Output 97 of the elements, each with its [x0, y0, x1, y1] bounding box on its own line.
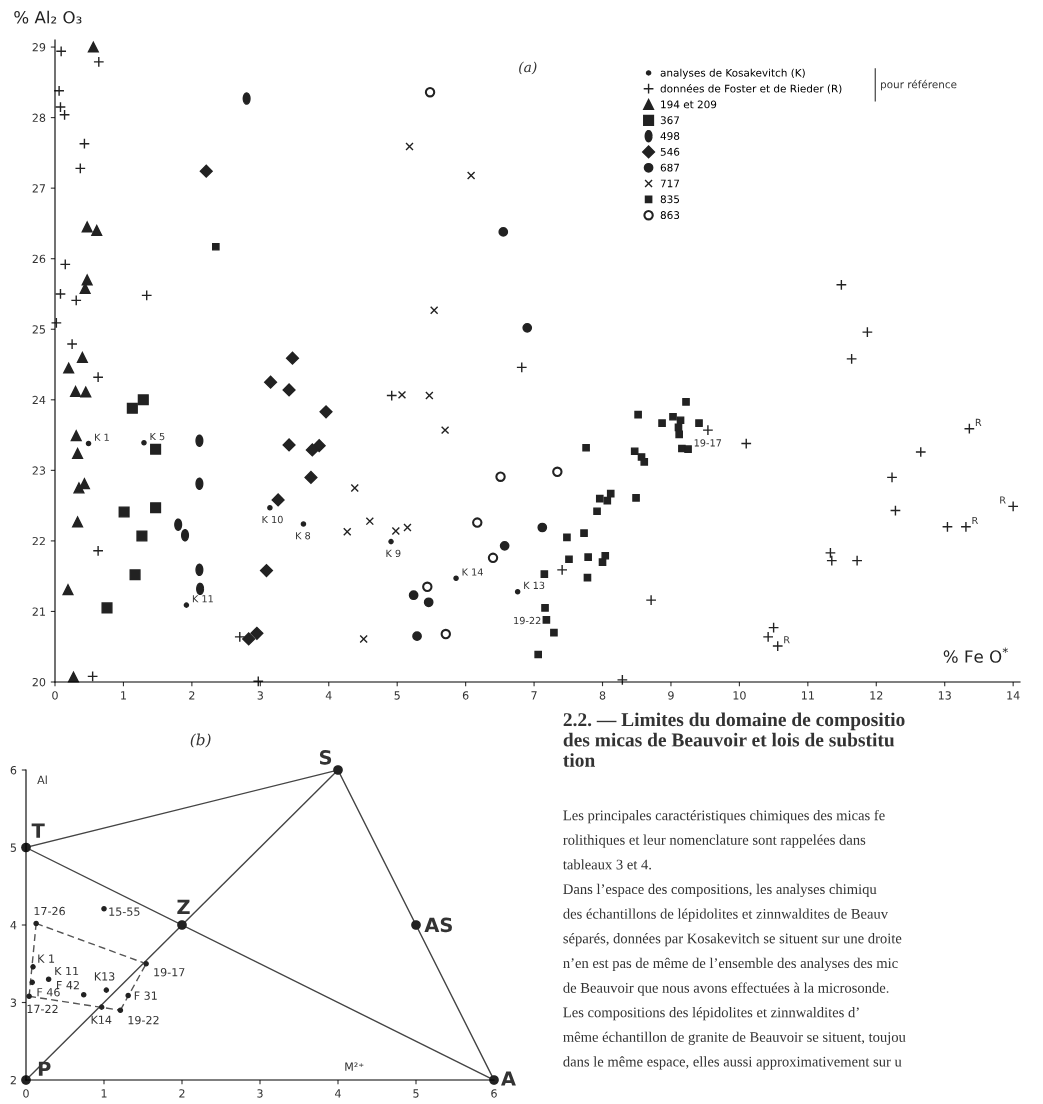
legend-label: 687 [660, 163, 680, 172]
y-axis-title: % Al₂ O₃ [14, 10, 82, 24]
annotation: K 5 [150, 432, 165, 441]
x-tick-label: 11 [801, 691, 814, 700]
x-tick-label: 10 [733, 691, 746, 700]
text: séparés, données par Kosakevitch se situent sur une droite [563, 933, 902, 947]
annotation: AS [424, 917, 452, 933]
annotation: 19-22 [514, 616, 541, 625]
text: n’en est pas de même de l’ensemble des analyses des mic [563, 957, 898, 972]
annotation: K 13 [524, 581, 545, 590]
annotation: F 46 [37, 987, 60, 997]
legend-label: 863 [660, 211, 680, 219]
annotation: K14 [91, 1015, 112, 1024]
annotation: 19-22 [128, 1015, 159, 1025]
y-tick-label: 26 [32, 254, 46, 264]
x-tick-label: 5 [394, 691, 400, 700]
legend-label: analyses de Kosakevitch (K) [660, 68, 805, 79]
annotation: R [972, 516, 978, 525]
x-axis-title: % Fe O$^{*}$ [943, 647, 1008, 663]
annotation: R [975, 418, 982, 426]
legend-label: données de Foster et de Rieder (R) [660, 84, 842, 94]
y-tick-label: 4 [10, 921, 17, 930]
x-tick-label: 3 [257, 691, 263, 700]
y-tick-label: 28 [32, 113, 46, 122]
annotation: K 9 [386, 549, 401, 558]
y-tick-label: 29 [32, 43, 46, 52]
y-tick-label: 5 [10, 843, 16, 852]
annotation: K 1 [38, 954, 55, 963]
x-tick-label: 4 [325, 691, 332, 700]
x-tick-label: 4 [335, 1089, 341, 1098]
text: Les principales caractéristiques chimiques des micas fe [563, 809, 885, 824]
annotation: K13 [94, 972, 115, 981]
annotation: T [31, 823, 45, 838]
annotation: K 14 [462, 568, 483, 576]
annotation: 17-26 [34, 906, 65, 916]
y-tick-label: 24 [32, 395, 46, 405]
y-tick-label: 3 [10, 998, 17, 1007]
annotation: 19-17 [154, 968, 185, 977]
y-tick-label: 23 [32, 466, 46, 475]
annotation: 15-55 [109, 907, 140, 916]
y-tick-label: 27 [32, 184, 46, 193]
legend-label: 194 et 209 [661, 100, 717, 109]
annotation: A [501, 1071, 516, 1086]
x-tick-label: 6 [462, 691, 469, 700]
x-tick-label: 0 [23, 1089, 29, 1098]
x-tick-label: 7 [531, 691, 537, 700]
text: tableaux 3 et 4. [563, 859, 651, 870]
annotation: 17-22 [27, 1004, 58, 1013]
x-tick-label: 14 [1007, 691, 1020, 700]
annotation: K 8 [296, 532, 311, 540]
y-tick-label: 25 [32, 325, 45, 334]
y-axis-title: Al [37, 775, 47, 784]
x-tick-label: 3 [257, 1089, 263, 1098]
x-tick-label: 9 [668, 691, 674, 700]
annotation: P [38, 1061, 51, 1076]
y-tick-label: 21 [32, 607, 45, 616]
annotation: R [1000, 496, 1006, 504]
legend-label: 498 [660, 132, 680, 140]
annotation: F 31 [134, 991, 157, 1000]
legend-label: 835 [660, 195, 680, 204]
annotation: K 10 [262, 515, 283, 524]
y-tick-label: 6 [10, 765, 17, 775]
x-tick-label: 2 [189, 691, 195, 700]
text: Dans l’espace des compositions, les analyses chimiqu [563, 883, 877, 898]
text: des échantillons de lépidolites et zinnwaldites de Beauv [563, 908, 889, 922]
annotation: K 11 [55, 966, 79, 976]
annotation: S [319, 750, 332, 765]
x-tick-label: 8 [599, 691, 606, 700]
x-tick-label: 0 [52, 691, 58, 700]
text: rolithiques et leur nomenclature sont rappelées dans [563, 834, 866, 848]
text: (b) [190, 733, 211, 748]
legend-label: 717 [660, 179, 680, 188]
x-tick-label: 5 [413, 1089, 419, 1098]
y-tick-label: 20 [32, 677, 46, 687]
x-axis-title: M²⁺ [345, 1062, 364, 1071]
text: 2.2. — Limites du domaine de compositio des micas de Beauvoir et lois de substitu tion [563, 712, 905, 767]
annotation: K 1 [95, 433, 109, 441]
text: Les compositions des lépidolites et zinnwaldites d’ [563, 1007, 859, 1021]
annotation: (a) [519, 61, 537, 75]
x-tick-label: 1 [101, 1089, 107, 1098]
x-tick-label: 13 [938, 691, 951, 700]
annotation: K 11 [192, 595, 213, 603]
annotation: Z [177, 899, 190, 914]
legend-label: 546 [660, 147, 680, 156]
annotation: R [784, 636, 790, 644]
annotation: 19-17 [694, 439, 722, 447]
text: de Beauvoir que nous avons effectuées à la microsonde. [563, 982, 889, 996]
text: même échantillon de granite de Beauvoir se situent, toujou [563, 1031, 906, 1045]
x-tick-label: 6 [491, 1089, 497, 1098]
legend-label: 367 [660, 116, 680, 125]
annotation: pour référence [881, 79, 957, 91]
x-tick-label: 1 [121, 691, 126, 700]
y-tick-label: 2 [10, 1075, 16, 1085]
x-tick-label: 12 [870, 691, 883, 700]
y-tick-label: 22 [32, 536, 45, 546]
x-tick-label: 2 [179, 1089, 185, 1098]
text: dans le même espace, elles aussi approximativement sur u [563, 1056, 902, 1070]
